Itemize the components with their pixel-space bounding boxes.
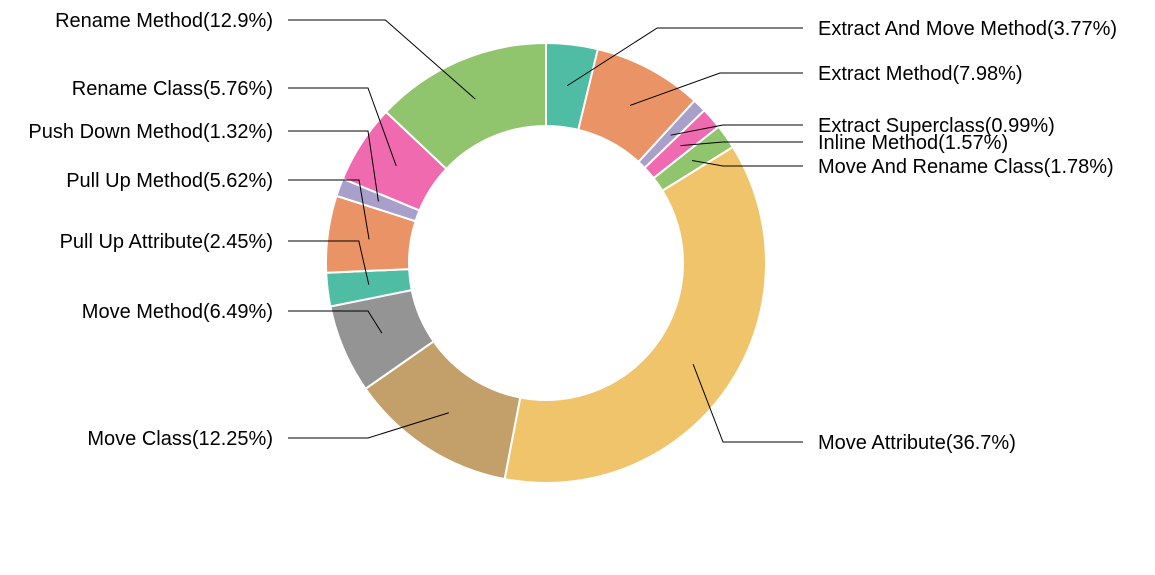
leader-line	[288, 19, 476, 100]
slice-label: Extract And Move Method(3.77%)	[818, 18, 1117, 40]
leader-line	[288, 310, 383, 334]
leader-lines-group	[288, 19, 803, 443]
slice-label: Rename Class(5.76%)	[72, 78, 273, 100]
slice-label: Move Class(12.25%)	[87, 428, 273, 450]
slice-label: Move Method(6.49%)	[82, 301, 273, 323]
slice-label: Inline Method(1.57%)	[818, 132, 1008, 154]
leader-line	[692, 363, 803, 443]
leader-line	[288, 130, 379, 202]
leader-line	[288, 240, 370, 285]
leader-line	[629, 72, 803, 106]
leader-line	[288, 87, 397, 167]
slice-label: Rename Method(12.9%)	[55, 10, 273, 32]
slice-label: Move Attribute(36.7%)	[818, 432, 1016, 454]
donut-slice	[503, 145, 767, 484]
slices-group	[325, 41, 767, 484]
leader-line	[288, 412, 449, 439]
labels-group: Extract And Move Method(3.77%) Extract Me…	[28, 10, 1117, 454]
slice-label: Pull Up Attribute(2.45%)	[60, 231, 273, 253]
slice-label: Pull Up Method(5.62%)	[66, 170, 273, 192]
slice-label: Extract Superclass(0.99%)	[818, 115, 1055, 137]
slice-label: Extract Method(7.98%)	[818, 63, 1023, 85]
leader-line	[692, 159, 803, 167]
slice-label: Move And Rename Class(1.78%)	[818, 156, 1114, 178]
leader-line	[566, 27, 803, 87]
leader-line	[288, 179, 370, 240]
donut-slice	[384, 41, 547, 171]
leader-line	[670, 124, 803, 136]
slice-label: Push Down Method(1.32%)	[28, 121, 273, 143]
leader-line	[680, 141, 803, 147]
